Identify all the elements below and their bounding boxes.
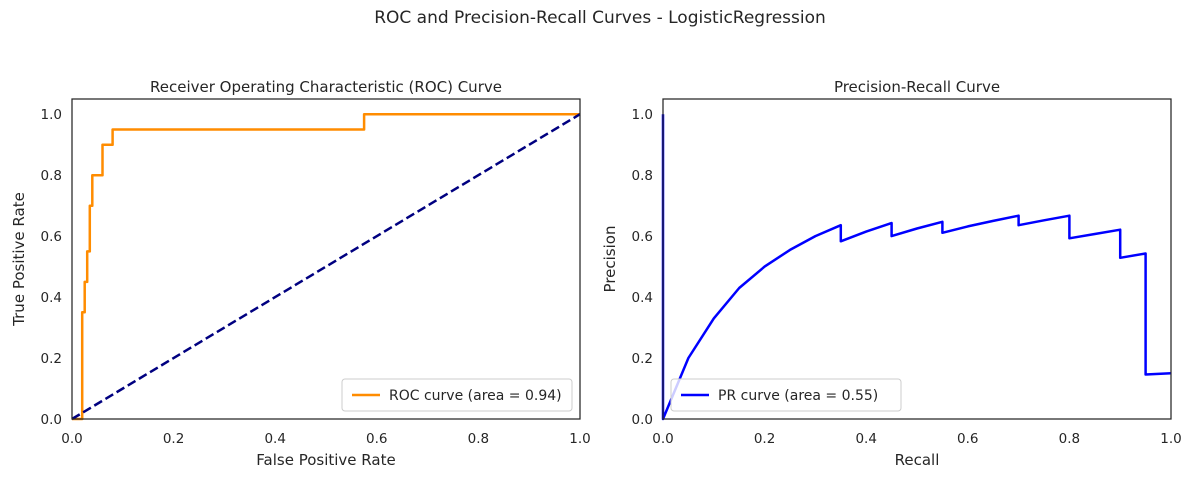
roc-legend-box	[341, 378, 573, 412]
pr-x-tick-label: 1.0	[1160, 431, 1181, 447]
roc-y-tick-label: 0.8	[41, 168, 62, 184]
roc-y-tick-label: 0.2	[41, 351, 62, 367]
roc-y-axis-label: True Positive Rate	[10, 192, 28, 327]
roc-x-tick-label: 0.6	[366, 431, 387, 447]
pr-legend-box	[670, 378, 902, 412]
pr-legend-label: PR curve (area = 0.55)	[718, 388, 878, 404]
roc-y-tick-label: 0.6	[41, 229, 62, 245]
pr-y-tick-label: 0.6	[632, 229, 653, 245]
pr-x-tick-label: 0.2	[754, 431, 775, 447]
pr-axes-frame	[662, 98, 1172, 420]
pr-x-tick-label: 0.0	[652, 431, 673, 447]
pr-y-axis-label: Precision	[601, 226, 619, 293]
roc-ticks: 0.0 0.2 0.4 0.6 0.8 1.0 0.0 0.2 0.4 0.6 0.8 1.0	[41, 107, 591, 447]
pr-chart-title: Precision-Recall Curve	[834, 78, 1000, 96]
roc-lines	[71, 112, 581, 421]
roc-x-axis-label: False Positive Rate	[256, 451, 395, 469]
pr-x-axis-label: Recall	[895, 451, 940, 469]
roc-x-tick-label: 1.0	[569, 431, 590, 447]
roc-x-tick-label: 0.4	[264, 431, 285, 447]
pr-x-tick-label: 0.6	[957, 431, 978, 447]
roc-axes-frame	[71, 98, 581, 420]
pr-lines	[661, 114, 1172, 421]
pr-y-tick-label: 1.0	[632, 107, 653, 123]
pr-x-tick-label: 0.4	[855, 431, 876, 447]
roc-y-tick-label: 0.4	[41, 290, 62, 306]
roc-curve-line	[72, 112, 580, 421]
figure-title: ROC and Precision-Recall Curves - Logist…	[374, 8, 826, 28]
pr-axes: Precision-Recall Curve Recall Precision …	[601, 78, 1182, 469]
roc-x-tick-label: 0.0	[61, 431, 82, 447]
roc-axes: Receiver Operating Characteristic (ROC) …	[10, 78, 591, 469]
roc-diagonal-reference-line	[71, 113, 581, 421]
pr-curve-line	[661, 114, 1172, 421]
roc-legend-label: ROC curve (area = 0.94)	[389, 388, 562, 404]
pr-y-tick-label: 0.8	[632, 168, 653, 184]
roc-chart-title: Receiver Operating Characteristic (ROC) …	[150, 78, 502, 96]
roc-y-tick-label: 0.0	[41, 412, 62, 428]
roc-y-tick-label: 1.0	[41, 107, 62, 123]
roc-x-tick-label: 0.2	[163, 431, 184, 447]
pr-legend: PR curve (area = 0.55)	[670, 378, 902, 412]
roc-legend: ROC curve (area = 0.94)	[341, 378, 573, 412]
pr-ticks: 0.0 0.2 0.4 0.6 0.8 1.0 0.0 0.2 0.4 0.6 0.8 1.0	[632, 107, 1182, 447]
roc-x-tick-label: 0.8	[468, 431, 489, 447]
pr-y-tick-label: 0.4	[632, 290, 653, 306]
pr-y-tick-label: 0.2	[632, 351, 653, 367]
pr-x-tick-label: 0.8	[1059, 431, 1080, 447]
pr-y-tick-label: 0.0	[632, 412, 653, 428]
